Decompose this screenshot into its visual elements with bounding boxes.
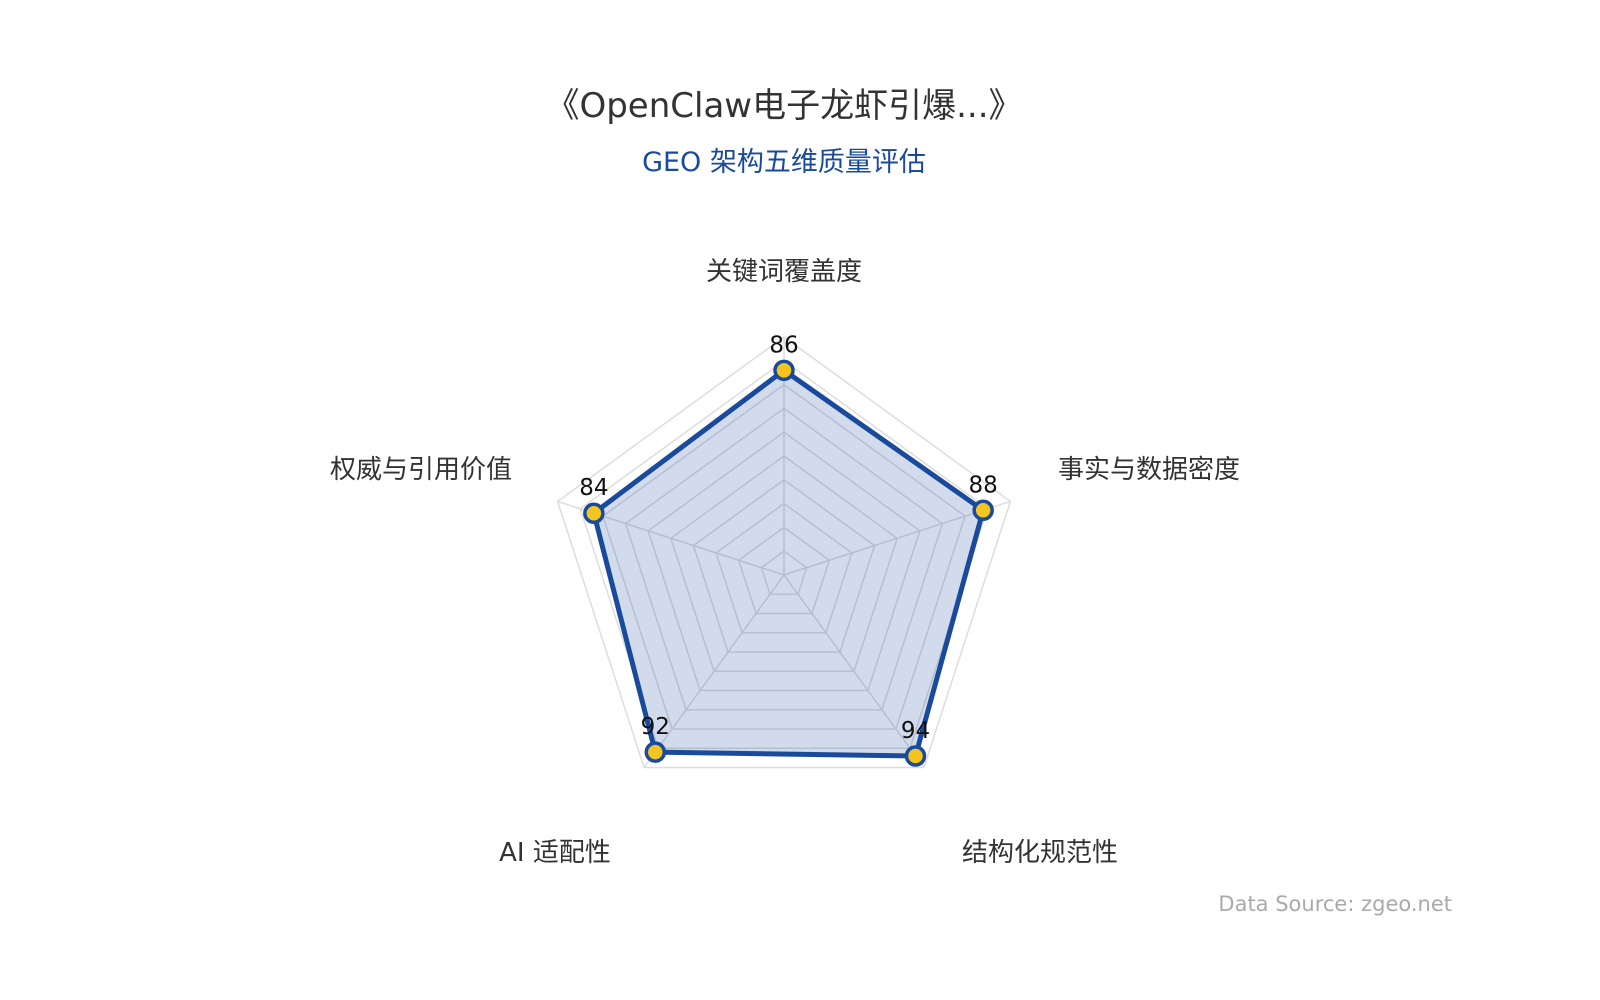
data-point: [583, 502, 605, 524]
indicator-label: 关键词覆盖度: [706, 257, 862, 287]
data-point: [644, 741, 667, 763]
grid-ring: [624, 407, 944, 711]
chart-title: 《OpenClaw电子龙虾引爆...》: [545, 86, 1023, 126]
data-label: 86: [769, 332, 798, 358]
data-label: 84: [579, 475, 608, 501]
indicator-label: 事实与数据密度: [1058, 455, 1240, 485]
data-area: [591, 367, 986, 759]
grid-ring: [647, 431, 921, 692]
grid-ring: [669, 455, 899, 673]
data-label: 94: [901, 718, 930, 744]
grid-ring: [556, 336, 1012, 769]
grid-ring: [579, 359, 989, 750]
data-label: 92: [641, 714, 670, 740]
data-point: [773, 359, 795, 382]
data-point: [972, 499, 994, 522]
data-point: [904, 745, 927, 767]
data-label: 88: [969, 472, 998, 498]
grid-ring: [715, 502, 853, 634]
grid-ring: [692, 478, 876, 653]
grid-axis: [783, 574, 925, 768]
grid-axis: [783, 500, 1011, 576]
indicator-label: 结构化规范性: [962, 838, 1118, 868]
indicator-label: AI 适配性: [499, 838, 611, 868]
data-source: Data Source: zgeo.net: [1218, 892, 1452, 916]
chart-subtitle: GEO 架构五维质量评估: [642, 147, 926, 178]
grid-ring: [760, 550, 808, 596]
grid-ring: [737, 526, 831, 615]
grid-ring: [602, 383, 966, 730]
grid-axis: [643, 574, 785, 768]
indicator-label: 权威与引用价值: [330, 455, 512, 485]
